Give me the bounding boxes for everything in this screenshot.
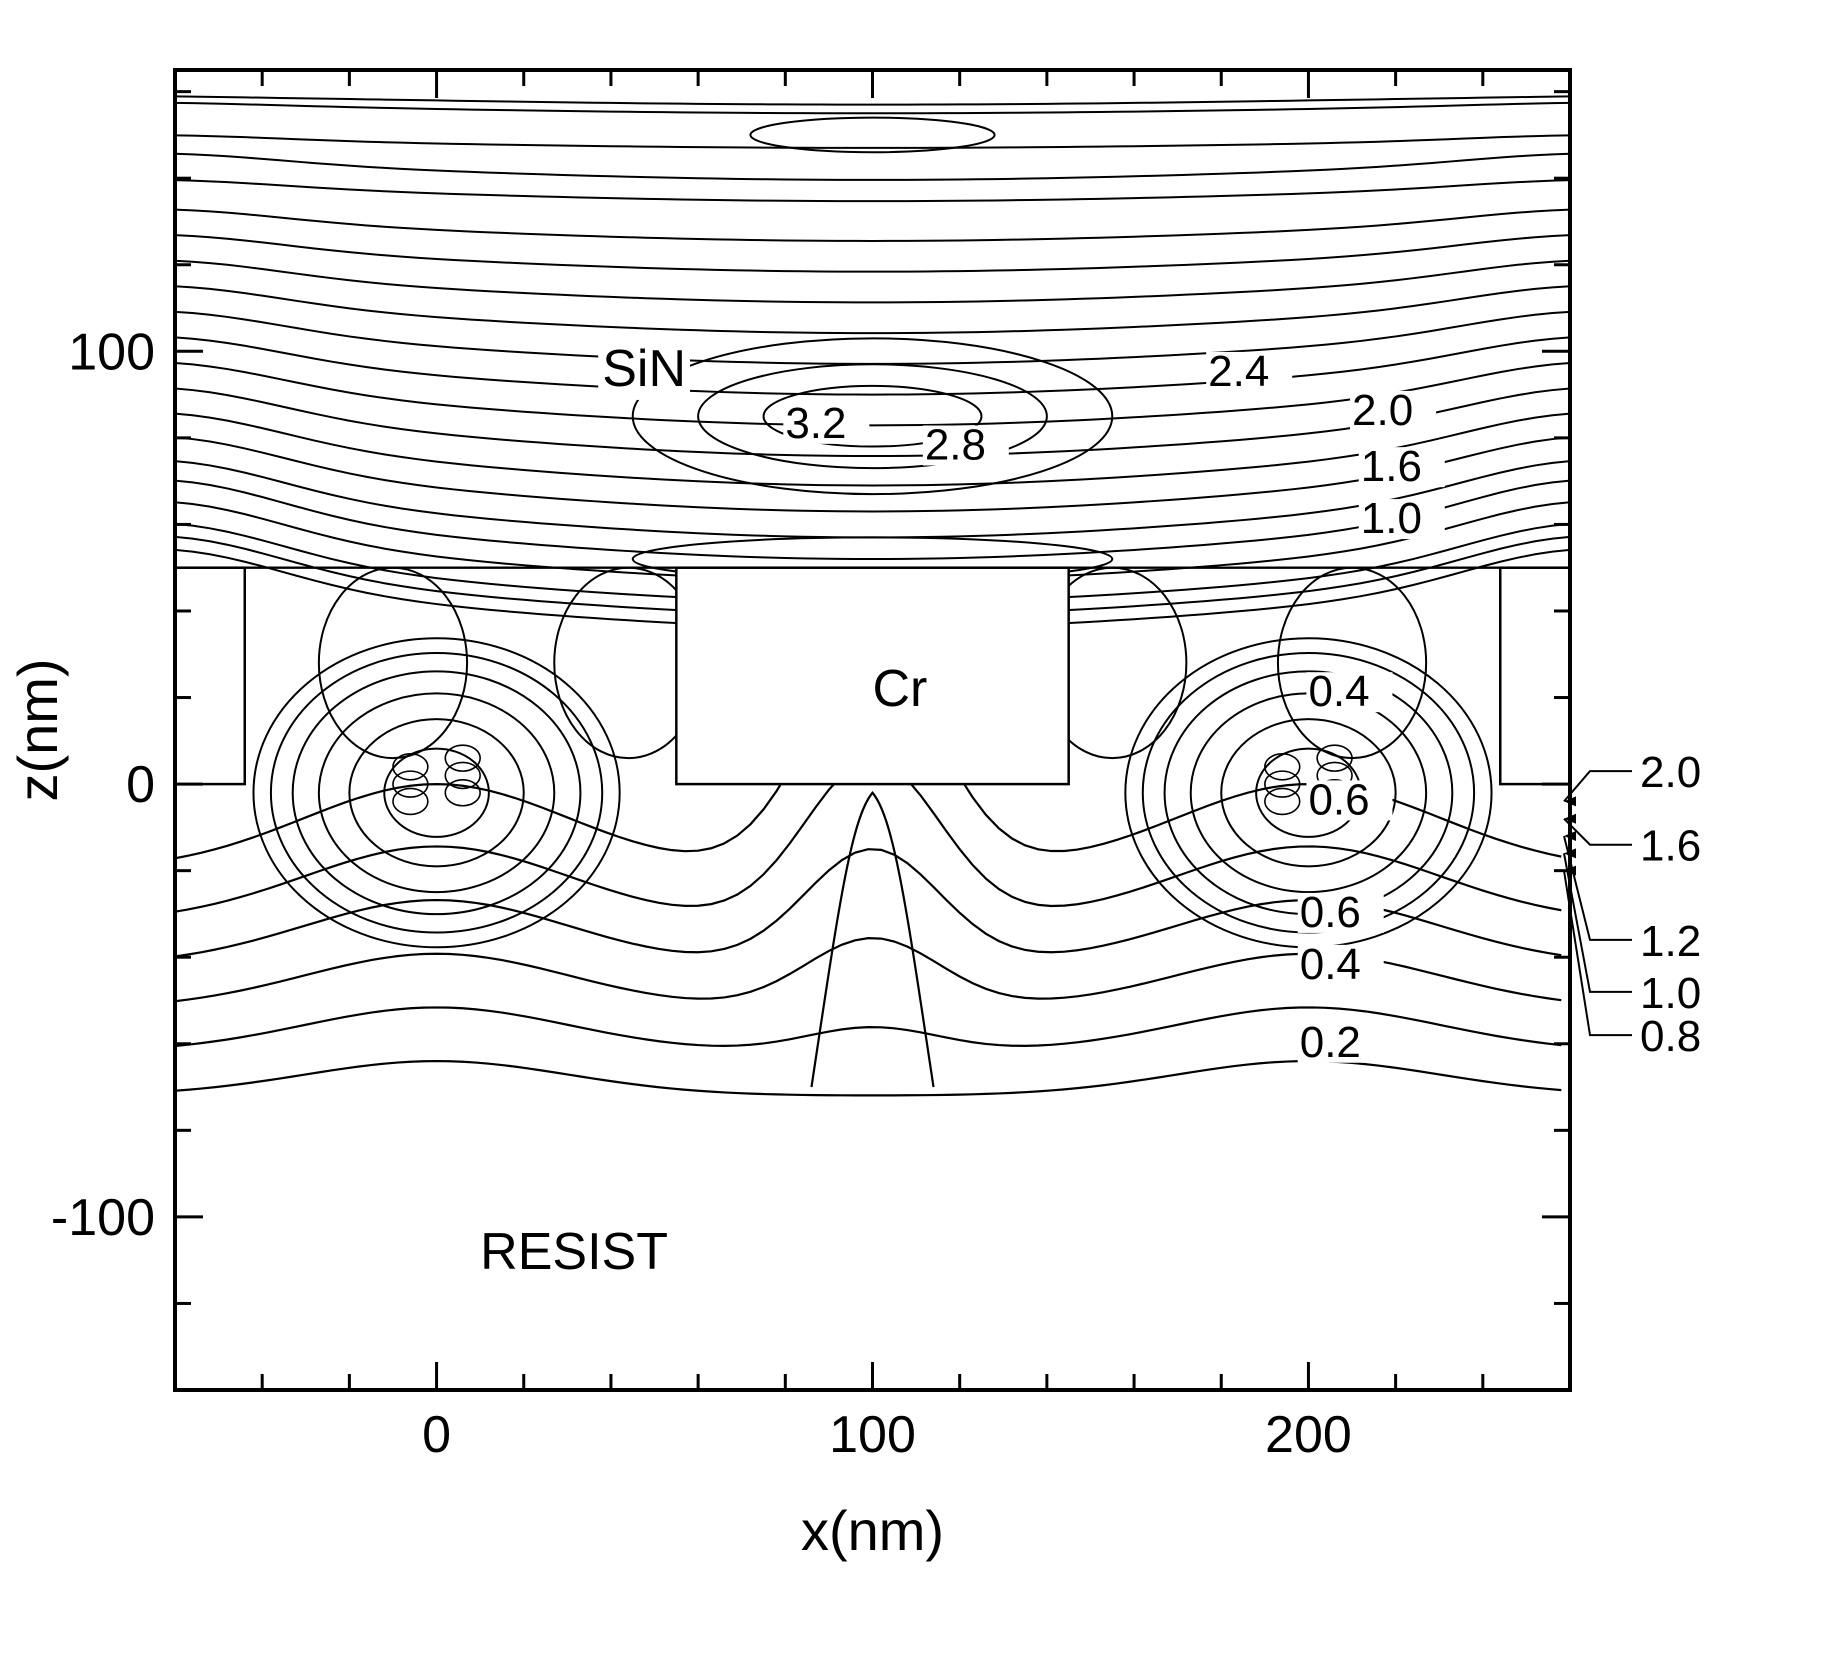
leader-label: 1.0 bbox=[1640, 969, 1701, 1018]
leader-label: 2.0 bbox=[1640, 748, 1701, 797]
svg-text:200: 200 bbox=[1265, 1406, 1352, 1464]
contour-value-label: 1.6 bbox=[1361, 442, 1422, 491]
leader-label: 1.2 bbox=[1640, 917, 1701, 966]
region-label-cr: Cr bbox=[873, 660, 928, 718]
contour-value-label: 0.4 bbox=[1308, 667, 1369, 716]
figure-container: 0 100 200 -100 0 100 x(nm) z(nm) 3.2 2.8 2.4 2.0 1.6… bbox=[0, 0, 1840, 1671]
contour-value-label: 2.4 bbox=[1208, 347, 1269, 396]
contour-value-label: 0.2 bbox=[1300, 1018, 1361, 1067]
contour-value-label: 0.6 bbox=[1308, 775, 1369, 824]
svg-text:z(nm): z(nm) bbox=[6, 658, 69, 801]
svg-text:x(nm): x(nm) bbox=[801, 1499, 944, 1562]
contour-value-label: 0.4 bbox=[1300, 940, 1361, 989]
contour-value-label: 2.8 bbox=[925, 421, 986, 470]
contour-value-label: 3.2 bbox=[785, 399, 846, 448]
contour-value-label: 2.0 bbox=[1352, 386, 1413, 435]
svg-text:0: 0 bbox=[126, 756, 155, 814]
svg-text:-100: -100 bbox=[51, 1189, 155, 1247]
contour-value-label: 0.6 bbox=[1300, 888, 1361, 937]
svg-text:0: 0 bbox=[422, 1406, 451, 1464]
contour-plot-svg: 0 100 200 -100 0 100 x(nm) z(nm) 3.2 2.8 2.4 2.0 1.6… bbox=[0, 0, 1840, 1671]
svg-text:100: 100 bbox=[68, 323, 155, 381]
contour-value-label: 1.0 bbox=[1361, 494, 1422, 543]
region-label-sin: SiN bbox=[602, 340, 686, 398]
svg-text:100: 100 bbox=[829, 1406, 916, 1464]
leader-label: 1.6 bbox=[1640, 822, 1701, 871]
region-label-resist: RESIST bbox=[480, 1223, 668, 1281]
leader-label: 0.8 bbox=[1640, 1012, 1701, 1061]
